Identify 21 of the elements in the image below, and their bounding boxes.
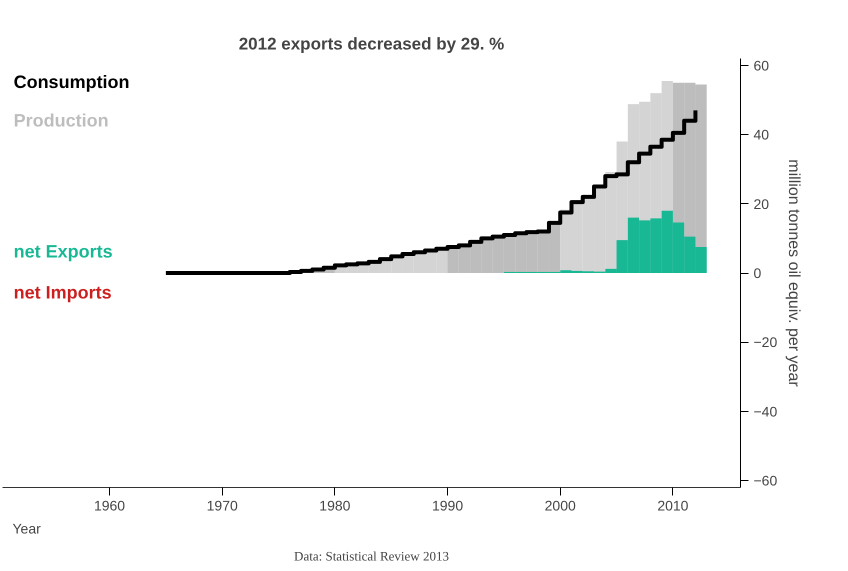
text: Data: Statistical Review 2013 [294, 548, 449, 564]
y-tick-label: 0 [754, 265, 762, 281]
y-tick-label: −20 [754, 334, 778, 350]
y-tick-label: 60 [754, 57, 770, 74]
text: Consumption [14, 72, 130, 92]
y-axis-title: million tonnes oil equiv. per year [785, 159, 802, 388]
x-tick-label: 1960 [94, 498, 126, 514]
text: net Exports [14, 242, 113, 262]
x-tick-label: 1970 [206, 498, 238, 514]
x-tick-label: 2010 [657, 498, 689, 514]
y-tick-label: −40 [754, 403, 778, 420]
text: Production [14, 110, 109, 131]
y-tick-label: 40 [754, 126, 770, 143]
x-tick-label: 1990 [432, 498, 464, 514]
x-tick-label: 1980 [319, 498, 351, 514]
x-tick-label: 2000 [544, 498, 576, 514]
chart-title: 2012 exports decreased by 29. % [238, 34, 504, 54]
y-tick-label: −60 [754, 472, 778, 489]
y-tick-label: 20 [754, 196, 770, 212]
x-axis-title: Year [12, 520, 42, 536]
legend-label: net Imports [14, 282, 112, 302]
